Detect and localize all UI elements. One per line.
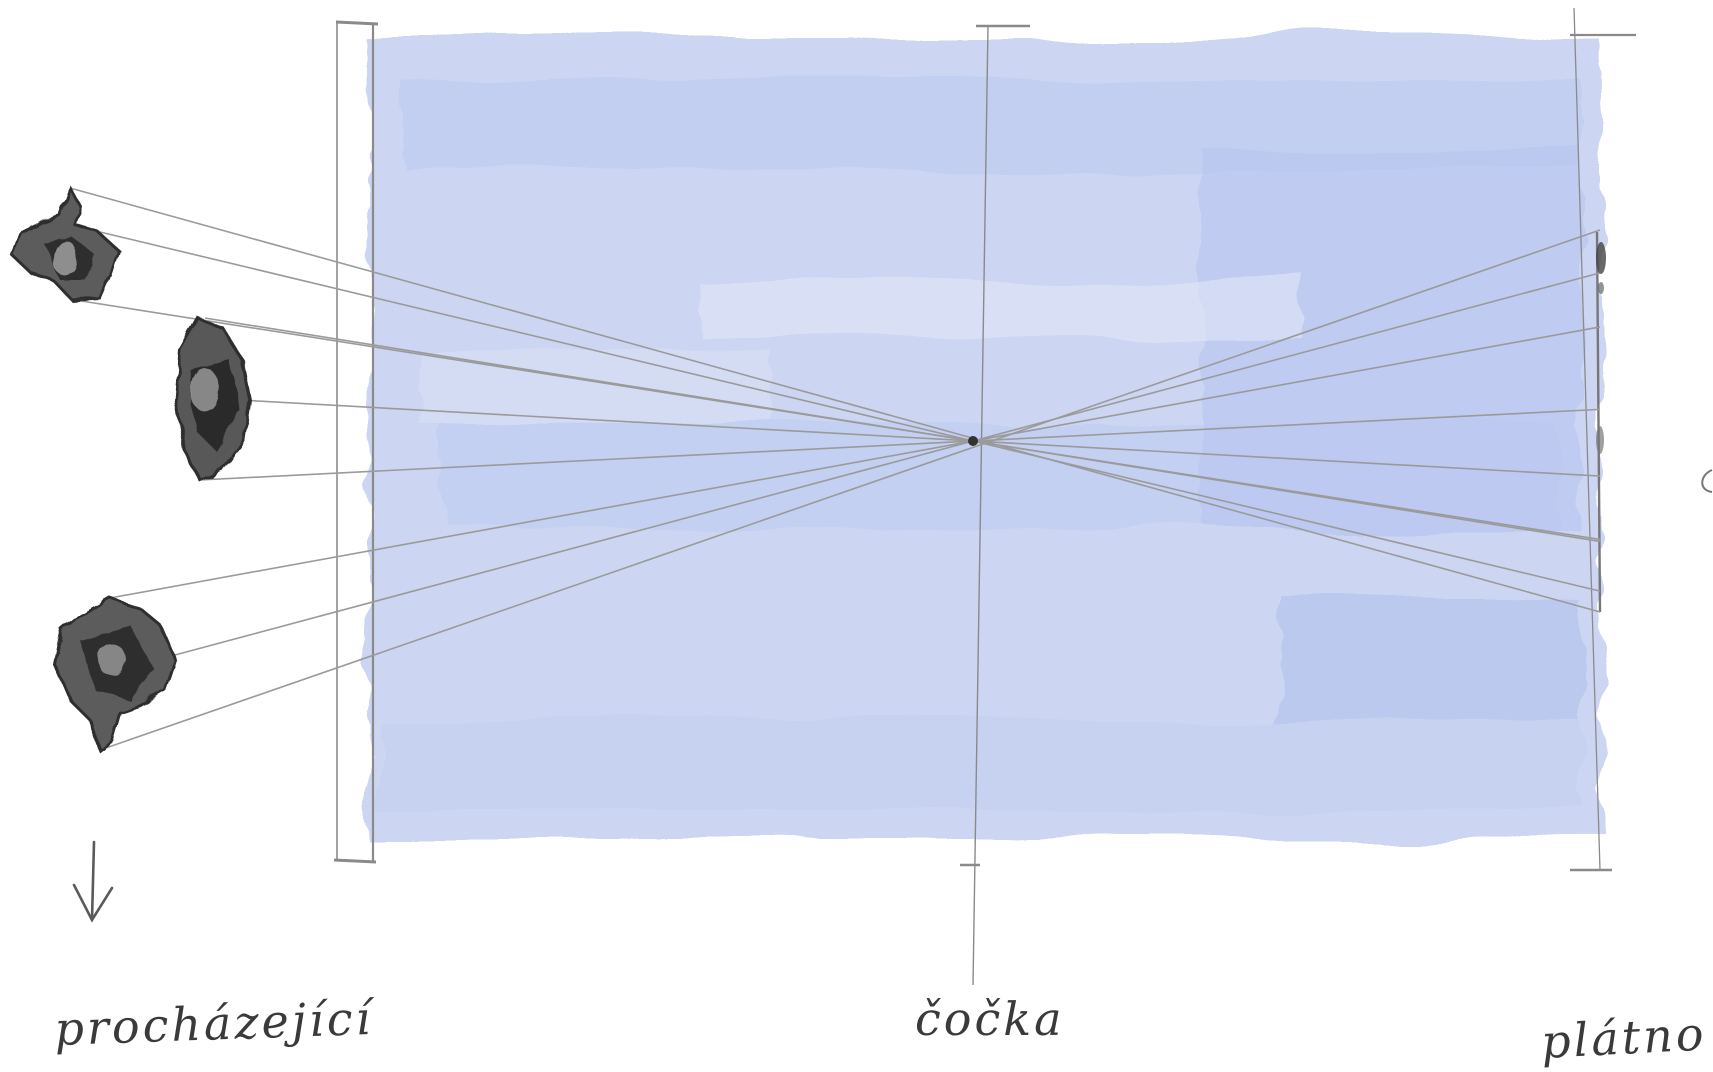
light-ray	[199, 408, 1601, 481]
label-lens: čočka	[915, 992, 1065, 1046]
label-screen: plátno	[1540, 1006, 1708, 1069]
light-ray	[174, 272, 1601, 656]
walker-figure-bottom	[53, 596, 177, 753]
light-ray	[204, 317, 1601, 543]
light-ray	[99, 231, 1601, 592]
walker-figure-middle	[174, 316, 252, 482]
screen-frame	[1570, 7, 1636, 872]
down-arrow-icon	[72, 840, 114, 923]
margin-mark	[1701, 469, 1713, 493]
projected-images	[1596, 242, 1606, 454]
lens-axis	[960, 24, 1030, 986]
label-walker: procházející	[53, 991, 376, 1056]
lens-focal-point	[968, 436, 978, 446]
light-ray	[109, 326, 1601, 599]
light-ray	[99, 229, 1601, 751]
walker-figure-top	[10, 184, 120, 302]
light-rays	[69, 187, 1601, 751]
entrance-slot-frame	[333, 20, 379, 864]
light-ray	[69, 187, 1601, 613]
light-ray	[239, 399, 1601, 477]
